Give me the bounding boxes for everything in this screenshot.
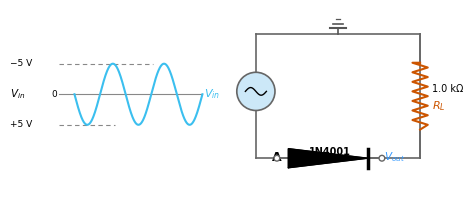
- Circle shape: [274, 155, 279, 161]
- Text: $V_{out}$: $V_{out}$: [383, 150, 404, 164]
- Polygon shape: [288, 149, 367, 168]
- Text: $R_L$: $R_L$: [431, 99, 444, 113]
- Text: $V_{in}$: $V_{in}$: [204, 87, 220, 101]
- Text: 1.0 kΩ: 1.0 kΩ: [431, 84, 462, 94]
- Circle shape: [236, 72, 275, 110]
- Text: +5 V: +5 V: [10, 120, 32, 129]
- Circle shape: [378, 155, 384, 161]
- Text: 0: 0: [51, 90, 57, 99]
- Text: A: A: [271, 151, 281, 164]
- Text: $V_{in}$: $V_{in}$: [10, 87, 25, 101]
- Text: −5 V: −5 V: [10, 59, 32, 68]
- Text: 1N4001: 1N4001: [308, 147, 350, 157]
